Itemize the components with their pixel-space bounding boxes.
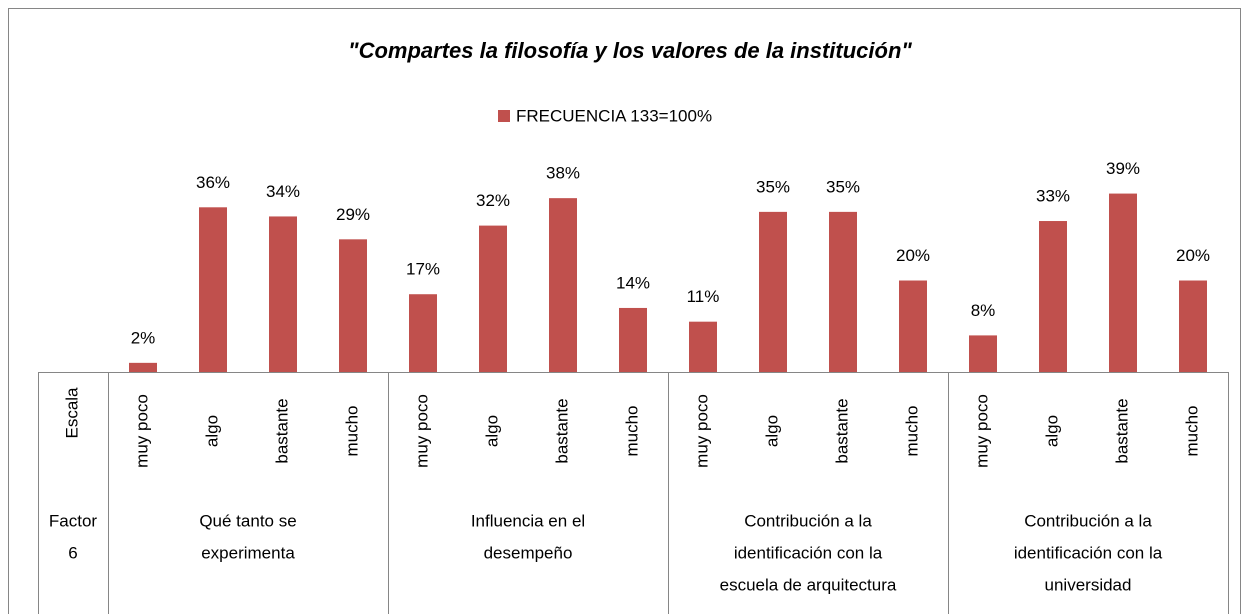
level-name: Escala: [62, 387, 81, 439]
group-label: universidad: [1045, 575, 1132, 594]
chart-title: "Compartes la filosofía y los valores de…: [348, 38, 912, 63]
group-label: experimenta: [201, 543, 295, 562]
bar: [619, 307, 647, 372]
x-tick-label: algo: [762, 415, 781, 447]
group-label: escuela de arquitectura: [720, 575, 897, 594]
x-tick-label: bastante: [552, 398, 571, 463]
x-tick-label: bastante: [832, 398, 851, 463]
x-tick-label: muy poco: [132, 394, 151, 468]
data-label: 39%: [1106, 159, 1140, 178]
data-label: 20%: [1176, 246, 1210, 265]
x-tick-label: mucho: [342, 405, 361, 456]
group-label: desempeño: [484, 543, 573, 562]
x-tick-label: algo: [482, 415, 501, 447]
x-tick-label: mucho: [1182, 405, 1201, 456]
bar: [899, 280, 927, 372]
bar: [969, 335, 997, 372]
x-tick-label: mucho: [622, 405, 641, 456]
group-label: Contribución a la: [744, 511, 872, 530]
bar: [829, 211, 857, 372]
bar: [549, 198, 577, 372]
group-label: Influencia en el: [471, 511, 585, 530]
group-label: identificación con la: [734, 543, 883, 562]
bar: [339, 239, 367, 372]
data-label: 14%: [616, 273, 650, 292]
x-tick-label: muy poco: [692, 394, 711, 468]
bar: [759, 211, 787, 372]
data-label: 17%: [406, 260, 440, 279]
data-label: 29%: [336, 205, 370, 224]
level-name: 6: [68, 543, 77, 562]
bar: [409, 294, 437, 372]
data-label: 34%: [266, 182, 300, 201]
group-label: Qué tanto se: [199, 511, 296, 530]
bar: [199, 207, 227, 372]
bar: [479, 225, 507, 372]
bar: [1109, 193, 1137, 372]
x-tick-label: muy poco: [972, 394, 991, 468]
data-label: 11%: [687, 287, 720, 306]
data-label: 35%: [756, 177, 790, 196]
x-tick-label: algo: [1042, 415, 1061, 447]
group-label: identificación con la: [1014, 543, 1163, 562]
chart-frame: [8, 8, 1241, 614]
x-tick-label: algo: [202, 415, 221, 447]
data-label: 20%: [896, 246, 930, 265]
level-name: Factor: [49, 511, 98, 530]
data-label: 36%: [196, 173, 230, 192]
group-label: Contribución a la: [1024, 511, 1152, 530]
bar: [1039, 221, 1067, 372]
bar: [689, 321, 717, 372]
data-label: 33%: [1036, 187, 1070, 206]
x-tick-label: muy poco: [412, 394, 431, 468]
data-label: 38%: [546, 164, 580, 183]
bar: [269, 216, 297, 372]
legend-label: FRECUENCIA 133=100%: [516, 106, 712, 125]
bar: [1179, 280, 1207, 372]
bar: [129, 362, 157, 372]
x-tick-label: bastante: [272, 398, 291, 463]
data-label: 32%: [476, 191, 510, 210]
x-tick-label: mucho: [902, 405, 921, 456]
data-label: 2%: [131, 328, 156, 347]
x-tick-label: bastante: [1112, 398, 1131, 463]
data-label: 35%: [826, 177, 860, 196]
legend-swatch: [498, 110, 510, 122]
data-label: 8%: [971, 301, 996, 320]
